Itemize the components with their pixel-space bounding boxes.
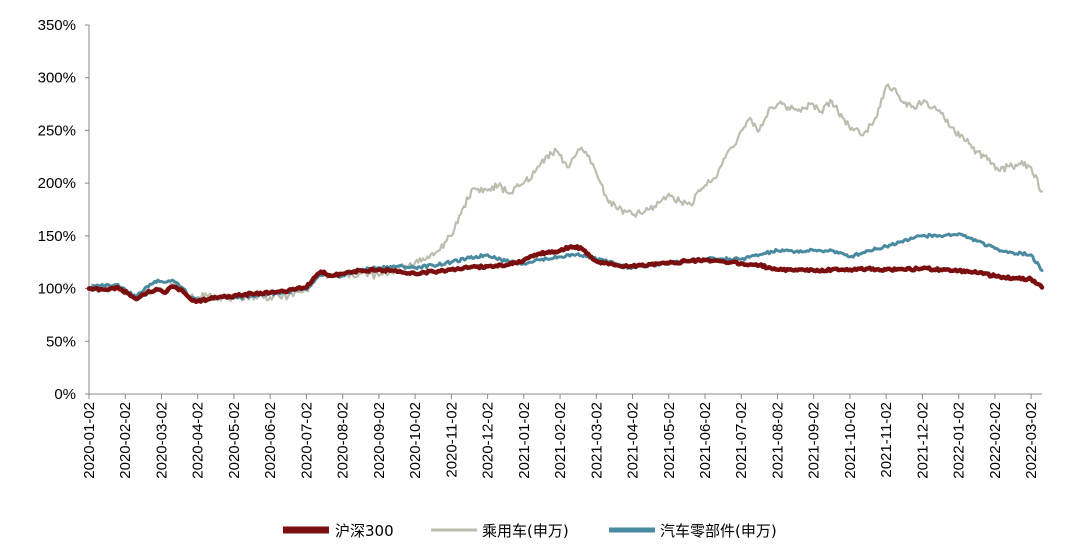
x-tick-label: 2021-10-02 xyxy=(842,402,859,479)
x-tick-label: 2020-05-02 xyxy=(226,402,243,479)
x-tick-label: 2020-07-02 xyxy=(298,402,315,479)
x-tick-label: 2021-11-02 xyxy=(878,402,895,478)
x-tick-label: 2021-01-02 xyxy=(516,402,533,479)
y-tick-label: 200% xyxy=(38,175,76,192)
y-tick-label: 350% xyxy=(38,17,76,34)
y-tick-label: 300% xyxy=(38,70,76,87)
x-tick-label: 2021-04-02 xyxy=(625,402,642,479)
x-tick-label: 2022-02-02 xyxy=(987,402,1004,479)
x-tick-label: 2020-12-02 xyxy=(480,402,497,479)
x-tick-label: 2020-08-02 xyxy=(335,402,352,479)
x-tick-label: 2022-03-02 xyxy=(1023,402,1040,479)
x-tick-label: 2020-09-02 xyxy=(371,402,388,479)
legend-label: 乘用车(申万) xyxy=(482,522,569,540)
x-tick-label: 2020-06-02 xyxy=(262,402,279,479)
y-tick-label: 250% xyxy=(38,122,76,139)
legend: 沪深300 乘用车(申万) 汽车零部件(申万) xyxy=(283,522,777,540)
series-layer xyxy=(86,83,1045,305)
y-tick-label: 100% xyxy=(38,281,76,298)
x-tick-label: 2020-02-02 xyxy=(117,402,134,479)
y-axis: 0% 50% 100% 150% 200% 250% 300% 350% xyxy=(38,17,90,403)
x-tick-label: 2021-09-02 xyxy=(806,402,823,479)
y-tick-label: 150% xyxy=(38,228,76,245)
series-line-0 xyxy=(86,244,1045,305)
x-tick-label: 2021-12-02 xyxy=(914,402,931,479)
x-tick-label: 2020-11-02 xyxy=(443,402,460,478)
x-tick-label: 2020-10-02 xyxy=(407,402,424,479)
x-tick-label: 2020-01-02 xyxy=(81,402,98,479)
x-tick-label: 2021-02-02 xyxy=(552,402,569,479)
x-tick-label: 2020-03-02 xyxy=(153,402,170,479)
x-tick-label: 2021-06-02 xyxy=(697,402,714,479)
y-tick-label: 0% xyxy=(54,386,76,403)
x-axis: 2020-01-02 2020-02-02 2020-03-02 2020-04-02… xyxy=(81,393,1042,479)
x-tick-label: 2020-04-02 xyxy=(190,402,207,479)
legend-label: 沪深300 xyxy=(335,522,394,540)
x-tick-label: 2021-07-02 xyxy=(733,402,750,479)
y-tick-label: 50% xyxy=(46,333,76,350)
x-tick-label: 2021-03-02 xyxy=(588,402,605,479)
x-tick-label: 2022-01-02 xyxy=(951,402,968,479)
x-tick-label: 2021-08-02 xyxy=(769,402,786,479)
legend-label: 汽车零部件(申万) xyxy=(660,522,777,540)
x-tick-label: 2021-05-02 xyxy=(661,402,678,479)
